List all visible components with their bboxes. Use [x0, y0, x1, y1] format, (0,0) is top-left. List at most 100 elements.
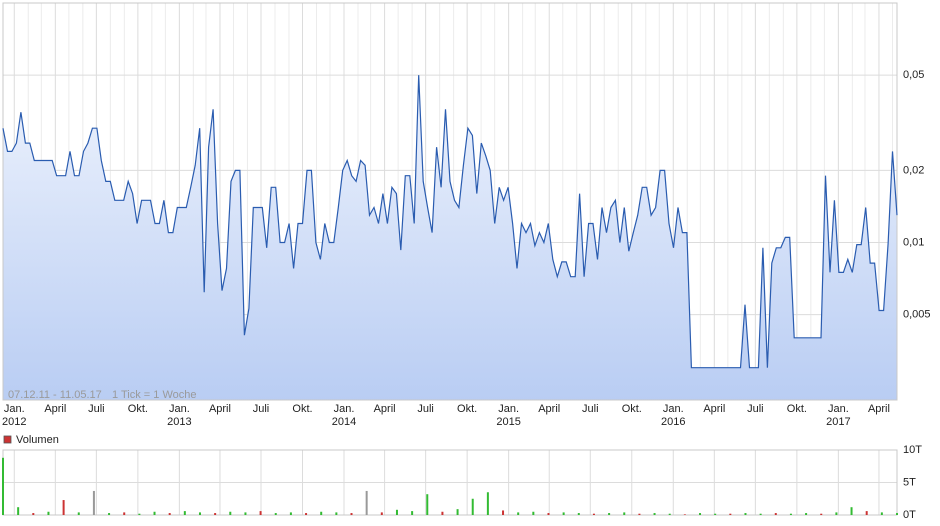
- x-tick-label: Jan.: [663, 403, 684, 415]
- volume-bar: [426, 494, 429, 515]
- volume-bar: [138, 513, 141, 515]
- x-year-label: 2016: [661, 416, 685, 428]
- volume-bar: [456, 509, 459, 515]
- volume-bar: [880, 512, 883, 515]
- x-tick-label: Jan.: [828, 403, 849, 415]
- volume-bar: [835, 512, 838, 515]
- volume-bar: [153, 511, 156, 515]
- volume-bar: [668, 513, 671, 515]
- volume-bar: [335, 512, 338, 515]
- x-tick-label: Okt.: [292, 403, 312, 415]
- volume-bar: [577, 513, 580, 515]
- x-tick-label: April: [703, 403, 725, 415]
- volume-bar: [744, 513, 747, 515]
- volume-bar: [198, 512, 201, 515]
- price-line: [2, 75, 898, 369]
- x-year-label: 2013: [167, 416, 191, 428]
- y-tick-label: 0,02: [903, 164, 924, 176]
- x-year-label: 2014: [332, 416, 356, 428]
- legend-swatch: [3, 435, 12, 444]
- volume-bar: [502, 510, 505, 515]
- price-area: [3, 75, 897, 400]
- x-tick-label: Juli: [582, 403, 599, 415]
- volume-bar: [2, 457, 4, 515]
- volume-bar: [92, 490, 95, 515]
- volume-bar: [244, 512, 247, 515]
- volume-bar: [395, 509, 398, 515]
- volume-bar: [486, 492, 489, 515]
- volume-y-tick-label: 0T: [903, 509, 916, 521]
- volume-bar: [380, 512, 383, 515]
- volume-bar: [623, 512, 626, 515]
- volume-bar: [183, 511, 186, 515]
- y-tick-label: 0,05: [903, 69, 924, 81]
- x-year-label: 2012: [2, 416, 26, 428]
- x-tick-label: Juli: [747, 403, 764, 415]
- x-year-label: 2015: [496, 416, 520, 428]
- x-tick-label: Jan.: [498, 403, 519, 415]
- volume-bar: [47, 511, 50, 515]
- volume-bar: [517, 512, 520, 515]
- volume-bar: [805, 513, 808, 515]
- x-tick-label: Okt.: [128, 403, 148, 415]
- volume-bar: [729, 513, 732, 515]
- x-tick-label: Jan.: [169, 403, 190, 415]
- y-tick-label: 0,01: [903, 236, 924, 248]
- volume-bar: [789, 513, 792, 515]
- y-tick-label: 0,005: [903, 309, 931, 321]
- x-tick-label: April: [374, 403, 396, 415]
- volume-bar: [350, 513, 353, 515]
- volume-bar: [320, 511, 323, 515]
- volume-bar: [289, 512, 292, 515]
- x-tick-label: April: [44, 403, 66, 415]
- volume-bar: [850, 507, 853, 515]
- volume-bar: [562, 512, 565, 515]
- volume-bar: [774, 513, 777, 515]
- volume-bar: [32, 513, 35, 515]
- x-tick-label: Okt.: [622, 403, 642, 415]
- volume-bar: [699, 513, 702, 515]
- volume-bar: [305, 513, 308, 515]
- volume-bar: [820, 513, 823, 515]
- volume-bar: [714, 513, 717, 515]
- x-tick-label: Jan.: [334, 403, 355, 415]
- volume-bar: [638, 513, 641, 515]
- x-tick-label: April: [209, 403, 231, 415]
- x-tick-label: Juli: [417, 403, 434, 415]
- volume-y-tick-label: 5T: [903, 476, 916, 488]
- volume-bar: [592, 513, 595, 515]
- legend-label: Volumen: [16, 434, 59, 446]
- volume-bar: [759, 513, 762, 515]
- volume-bar: [441, 511, 444, 515]
- volume-bar: [608, 513, 611, 515]
- volume-bar: [365, 490, 368, 515]
- volume-bar: [229, 511, 232, 515]
- volume-bar: [17, 507, 20, 515]
- volume-bar: [62, 500, 65, 515]
- volume-bar: [547, 513, 550, 515]
- volume-bar: [896, 513, 898, 515]
- volume-bar: [168, 513, 171, 515]
- x-tick-label: April: [538, 403, 560, 415]
- x-tick-label: Juli: [253, 403, 270, 415]
- x-tick-label: Okt.: [457, 403, 477, 415]
- volume-bar: [123, 512, 126, 515]
- volume-bar: [274, 513, 277, 515]
- volume-bar: [865, 511, 868, 515]
- tick-note: 1 Tick = 1 Woche: [112, 389, 196, 401]
- x-tick-label: April: [868, 403, 890, 415]
- volume-bar: [683, 514, 686, 515]
- volume-bar: [214, 513, 217, 515]
- volume-bar: [653, 513, 656, 515]
- x-tick-label: Juli: [88, 403, 105, 415]
- date-range-note: 07.12.11 - 11.05.17: [8, 389, 102, 401]
- volume-bar: [471, 498, 474, 515]
- x-tick-label: Jan.: [4, 403, 25, 415]
- volume-y-tick-label: 10T: [903, 444, 922, 456]
- price-frame: [2, 2, 898, 401]
- volume-bar: [77, 512, 80, 515]
- volume-bar: [259, 511, 262, 515]
- x-year-label: 2017: [826, 416, 850, 428]
- volume-bar: [532, 511, 535, 515]
